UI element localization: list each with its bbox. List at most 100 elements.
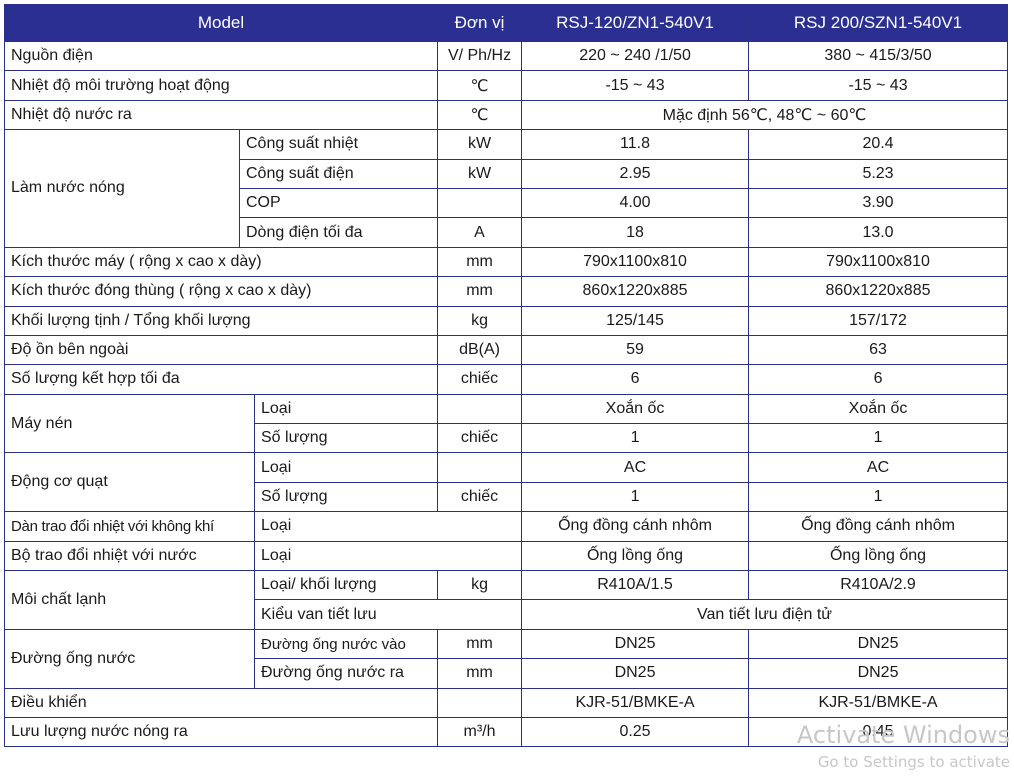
sub-label: Công suất nhiệt xyxy=(238,129,439,160)
unit-cell: ℃ xyxy=(437,99,523,131)
sub-label: Dòng điện tối đa xyxy=(238,217,439,248)
value-cell: 5.23 xyxy=(748,158,1009,189)
value-cell: 0.45 xyxy=(748,716,1009,748)
value-cell: 4.00 xyxy=(521,187,750,219)
row-label: Khối lượng tịnh / Tổng khối lượng xyxy=(3,305,439,336)
unit-cell: V/ Ph/Hz xyxy=(437,40,523,72)
unit-cell xyxy=(437,393,523,425)
table-row: Nhiệt độ môi trường hoạt động ℃ -15 ~ 43… xyxy=(3,70,1009,101)
value-cell: DN25 xyxy=(521,658,750,689)
value-cell: 790x1100x810 xyxy=(748,246,1009,278)
value-cell: 790x1100x810 xyxy=(521,246,750,278)
table-row: Nguồn điện V/ Ph/Hz 220 ~ 240 /1/50 380 … xyxy=(3,40,1009,72)
table-row: Dòng điện tối đa A 18 13.0 xyxy=(5,217,1009,248)
value-cell: Ống lồng ống xyxy=(748,540,1009,572)
value-cell: 6 xyxy=(748,364,1009,395)
sub-label: Công suất điện xyxy=(238,158,439,189)
table-row: Điều khiển KJR-51/BMKE-A KJR-51/BMKE-A xyxy=(3,687,1009,718)
group-label: Môi chất lạnh xyxy=(4,570,255,630)
activate-windows-hint: Go to Settings to activate xyxy=(817,753,1010,771)
value-cell: 2.95 xyxy=(521,158,750,189)
value-cell: KJR-51/BMKE-A xyxy=(748,687,1009,718)
table-row: Máy nén Loại Xoắn ốc Xoắn ốc xyxy=(4,393,1009,454)
sub-label: COP xyxy=(238,187,439,219)
header-row: Model Đơn vị RSJ-120/ZN1-540V1 RSJ 200/S… xyxy=(3,4,1009,42)
value-cell: -15 ~ 43 xyxy=(521,70,750,101)
table-row: Nhiệt độ nước ra ℃ Mặc định 56℃, 48℃ ~ 6… xyxy=(3,99,1009,131)
unit-cell: kW xyxy=(437,129,523,160)
row-label: Lưu lượng nước nóng ra xyxy=(3,716,439,748)
table-row: Làm nước nóng Công suất nhiệt kW 11.8 20… xyxy=(4,129,1009,248)
value-cell: 20.4 xyxy=(748,129,1009,160)
value-cell: Ống đồng cánh nhôm xyxy=(521,511,750,542)
unit-cell: m³/h xyxy=(437,716,523,748)
header-model1: RSJ-120/ZN1-540V1 xyxy=(521,4,750,42)
value-cell: 0.25 xyxy=(521,716,750,748)
group-label: Máy nén xyxy=(4,393,255,454)
value-cell: DN25 xyxy=(521,628,750,660)
value-cell: 125/145 xyxy=(521,305,750,336)
sub-label: Số lượng xyxy=(253,481,439,513)
table-row: COP 4.00 3.90 xyxy=(5,187,1009,219)
unit-cell: chiếc xyxy=(437,423,523,454)
table-row: Động cơ quạt Loại AC AC xyxy=(4,452,1009,513)
row-label: Kích thước đóng thùng ( rộng x cao x dày… xyxy=(3,276,439,307)
row-label: Nguồn điện xyxy=(3,40,439,72)
value-cell: 1 xyxy=(521,481,750,513)
table-row: Bộ trao đổi nhiệt với nước Loại Ống lồng… xyxy=(4,540,1009,572)
table-row: Kiểu van tiết lưu Van tiết lưu điện tử xyxy=(5,599,1009,630)
sub-label: Đường ống nước vào xyxy=(253,628,439,660)
table-row: Môi chất lạnh Loại/ khối lượng kg R410A/… xyxy=(4,570,1009,630)
value-cell: 63 xyxy=(748,334,1009,366)
unit-cell: ℃ xyxy=(437,70,523,101)
unit-cell: chiếc xyxy=(437,481,523,513)
sub-label: Loại xyxy=(253,511,523,542)
value-cell: -15 ~ 43 xyxy=(748,70,1009,101)
value-cell: 860x1220x885 xyxy=(521,276,750,307)
unit-cell: mm xyxy=(437,628,523,660)
table-row: Lưu lượng nước nóng ra m³/h 0.25 0.45 xyxy=(3,716,1009,748)
unit-cell: dB(A) xyxy=(437,334,523,366)
value-cell: 380 ~ 415/3/50 xyxy=(748,40,1009,72)
unit-cell xyxy=(437,452,523,483)
group-label: Làm nước nóng xyxy=(4,129,240,248)
value-cell: 860x1220x885 xyxy=(748,276,1009,307)
value-cell: 220 ~ 240 /1/50 xyxy=(521,40,750,72)
row-label: Dàn trao đổi nhiệt với không khí xyxy=(4,511,255,542)
row-label: Độ ồn bên ngoài xyxy=(3,334,439,366)
sub-label: Số lượng xyxy=(253,423,439,454)
unit-cell: kg xyxy=(437,570,523,601)
value-cell: 6 xyxy=(521,364,750,395)
value-cell: Xoắn ốc xyxy=(521,393,750,425)
group-label: Động cơ quạt xyxy=(4,452,255,513)
value-cell: Van tiết lưu điện tử xyxy=(521,599,1009,630)
value-cell: DN25 xyxy=(748,658,1009,689)
unit-cell xyxy=(437,687,523,718)
unit-cell: chiếc xyxy=(437,364,523,395)
sub-label: Loại/ khối lượng xyxy=(253,570,439,601)
value-cell: 1 xyxy=(521,423,750,454)
sub-label: Loại xyxy=(253,540,523,572)
table-row: Số lượng chiếc 1 1 xyxy=(5,423,1009,454)
unit-cell: kg xyxy=(437,305,523,336)
row-label: Bộ trao đổi nhiệt với nước xyxy=(4,540,255,572)
value-cell: Mặc định 56℃, 48℃ ~ 60℃ xyxy=(521,99,1009,131)
value-cell: 1 xyxy=(748,423,1009,454)
header-model2: RSJ 200/SZN1-540V1 xyxy=(748,4,1009,42)
sub-label: Đường ống nước ra xyxy=(253,658,439,689)
unit-cell: kW xyxy=(437,158,523,189)
unit-cell xyxy=(437,187,523,219)
unit-cell: A xyxy=(437,217,523,248)
sub-label: Loại xyxy=(253,393,439,425)
value-cell: DN25 xyxy=(748,628,1009,660)
table-row: Đường ống nước ra mm DN25 DN25 xyxy=(5,658,1009,689)
value-cell: 1 xyxy=(748,481,1009,513)
row-label: Nhiệt độ nước ra xyxy=(3,99,439,131)
sub-label: Loại xyxy=(253,452,439,483)
unit-cell: mm xyxy=(437,246,523,278)
unit-cell: mm xyxy=(437,276,523,307)
spec-table: Model Đơn vị RSJ-120/ZN1-540V1 RSJ 200/S… xyxy=(3,4,1009,748)
value-cell: 3.90 xyxy=(748,187,1009,219)
value-cell: 18 xyxy=(521,217,750,248)
value-cell: Xoắn ốc xyxy=(748,393,1009,425)
